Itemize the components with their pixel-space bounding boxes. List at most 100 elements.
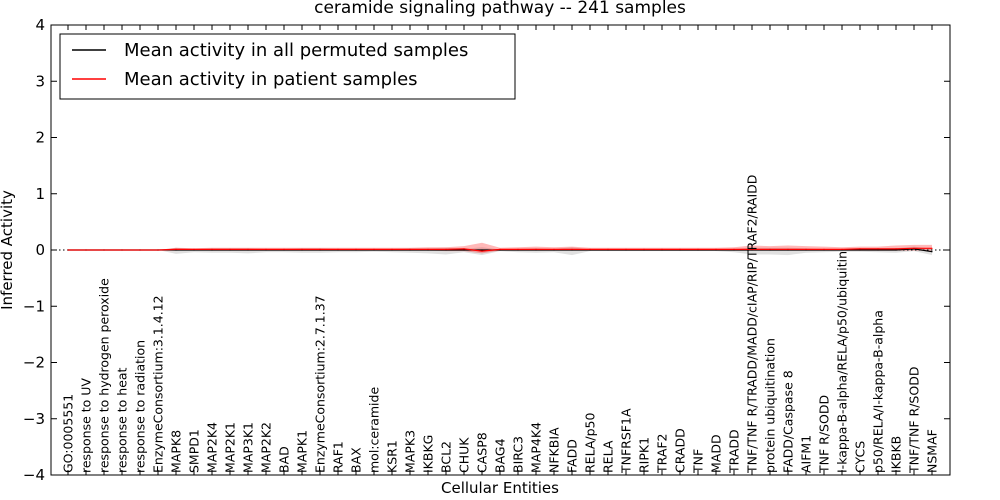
data-point-patient-21	[445, 248, 447, 250]
data-point-patient-18	[391, 248, 393, 250]
x-category-label: protein ubiquitination	[763, 338, 778, 473]
x-category-label: NSMAF	[925, 429, 940, 473]
data-point-patient-47	[913, 247, 915, 249]
x-category-label: response to hydrogen peroxide	[97, 278, 112, 473]
data-point-patient-23	[481, 250, 483, 252]
x-category-label: p50/RELA/I-kappa-B-alpha	[871, 310, 886, 473]
data-point-patient-48	[931, 247, 933, 249]
y-tick-label: 0	[35, 241, 45, 259]
x-category-label: FADD	[565, 439, 580, 473]
x-category-label: MAPK8	[169, 430, 184, 473]
x-category-label: CRADD	[673, 428, 688, 473]
x-category-label: BAX	[349, 447, 364, 473]
x-category-label: TNF	[691, 449, 706, 474]
y-tick-label: 4	[35, 16, 45, 34]
x-category-label: NFKBIA	[547, 427, 562, 473]
confidence-bands	[68, 242, 932, 256]
y-tick-label: −4	[23, 466, 45, 484]
legend-label-patient: Mean activity in patient samples	[124, 69, 418, 90]
data-point-patient-29	[589, 248, 591, 250]
data-points	[67, 247, 933, 253]
y-tick-label: 2	[35, 129, 45, 147]
y-tick-label: −1	[23, 297, 45, 315]
band-patient	[68, 242, 932, 254]
data-point-permuted-23	[481, 249, 483, 251]
x-category-label: RIPK1	[637, 437, 652, 473]
x-category-label: MAP2K2	[259, 422, 274, 473]
data-point-permuted-44	[859, 249, 861, 251]
data-point-patient-38	[751, 248, 753, 250]
x-category-label: response to radiation	[133, 340, 148, 473]
data-point-patient-19	[409, 248, 411, 250]
data-point-patient-2	[103, 249, 105, 251]
x-category-label: TNF/TNF R/SODD	[907, 367, 922, 474]
x-category-label: EnzymeConsortium:3.1.4.12	[151, 295, 166, 473]
data-point-patient-17	[373, 248, 375, 250]
data-point-patient-32	[643, 248, 645, 250]
y-tick-label: −3	[23, 410, 45, 428]
x-category-label: response to UV	[79, 378, 94, 473]
x-category-label: TRAF2	[655, 433, 670, 474]
data-point-patient-13	[301, 248, 303, 250]
x-category-labels: GO:0005551 response to UV response to hydr…	[61, 175, 940, 474]
data-point-patient-9	[229, 248, 231, 250]
band-permuted	[68, 246, 932, 256]
y-tick-label: −2	[23, 354, 45, 372]
data-point-patient-30	[607, 248, 609, 250]
x-category-label: MAP2K1	[223, 422, 238, 473]
data-point-patient-5	[157, 249, 159, 251]
y-axis-ticks: 4 3 2 1 0 −1 −2 −3 −4	[23, 16, 950, 484]
data-point-patient-20	[427, 248, 429, 250]
data-point-patient-43	[841, 248, 843, 250]
x-category-label: BCL2	[439, 441, 454, 473]
x-category-label: RELA/p50	[583, 413, 598, 473]
x-category-label: CYCS	[853, 441, 868, 473]
x-category-label: TNF/TNF R/TRADD/MADD/cIAP/RIP/TRAF2/RAID…	[745, 175, 760, 474]
data-point-patient-37	[733, 248, 735, 250]
x-category-label: MADD	[709, 434, 724, 473]
data-point-patient-42	[823, 248, 825, 250]
data-point-patient-12	[283, 248, 285, 250]
y-tick-label: 1	[35, 185, 45, 203]
data-point-patient-16	[355, 248, 357, 250]
x-category-label: BIRC3	[511, 436, 526, 473]
x-category-label: SMPD1	[187, 429, 202, 473]
x-category-label: MAPK3	[403, 430, 418, 473]
x-category-label: KSR1	[385, 440, 400, 473]
data-point-patient-45	[877, 248, 879, 250]
data-point-patient-4	[139, 249, 141, 251]
x-category-label: MAPK1	[295, 430, 310, 473]
data-point-patient-0	[67, 249, 69, 251]
x-category-label: BAD	[277, 446, 292, 473]
x-category-label: CASP8	[475, 432, 490, 473]
data-point-patient-7	[193, 248, 195, 250]
data-point-patient-1	[85, 249, 87, 251]
data-point-permuted-46	[895, 249, 897, 251]
x-category-label: RAF1	[331, 441, 346, 473]
data-point-patient-3	[121, 249, 123, 251]
x-category-label: MAP2K4	[205, 422, 220, 473]
data-point-patient-6	[175, 248, 177, 250]
x-axis-label: Cellular Entities	[441, 479, 559, 497]
data-point-permuted-45	[877, 249, 879, 251]
x-category-label: IKBKB	[889, 436, 904, 473]
x-axis-ticks	[67, 25, 933, 475]
data-point-patient-22	[463, 248, 465, 250]
x-category-label: CHUK	[457, 437, 472, 473]
x-category-label: response to heat	[115, 367, 130, 473]
data-point-permuted-22	[463, 249, 465, 251]
data-point-patient-27	[553, 248, 555, 250]
x-category-label: MAP4K4	[529, 422, 544, 473]
data-point-patient-25	[517, 248, 519, 250]
legend-label-permuted: Mean activity in all permuted samples	[124, 40, 468, 61]
data-point-patient-24	[499, 248, 501, 250]
data-point-patient-35	[697, 248, 699, 250]
data-point-patient-36	[715, 248, 717, 250]
data-point-patient-15	[337, 248, 339, 250]
x-category-label: I-kappa-B-alpha/RELA/p50/ubiquitin	[835, 251, 850, 473]
chart-title: ceramide signaling pathway -- 241 sample…	[314, 0, 686, 18]
x-category-label: GO:0005551	[61, 394, 76, 473]
y-axis-label: Inferred Activity	[0, 190, 16, 310]
x-category-label: RELA	[601, 440, 616, 473]
